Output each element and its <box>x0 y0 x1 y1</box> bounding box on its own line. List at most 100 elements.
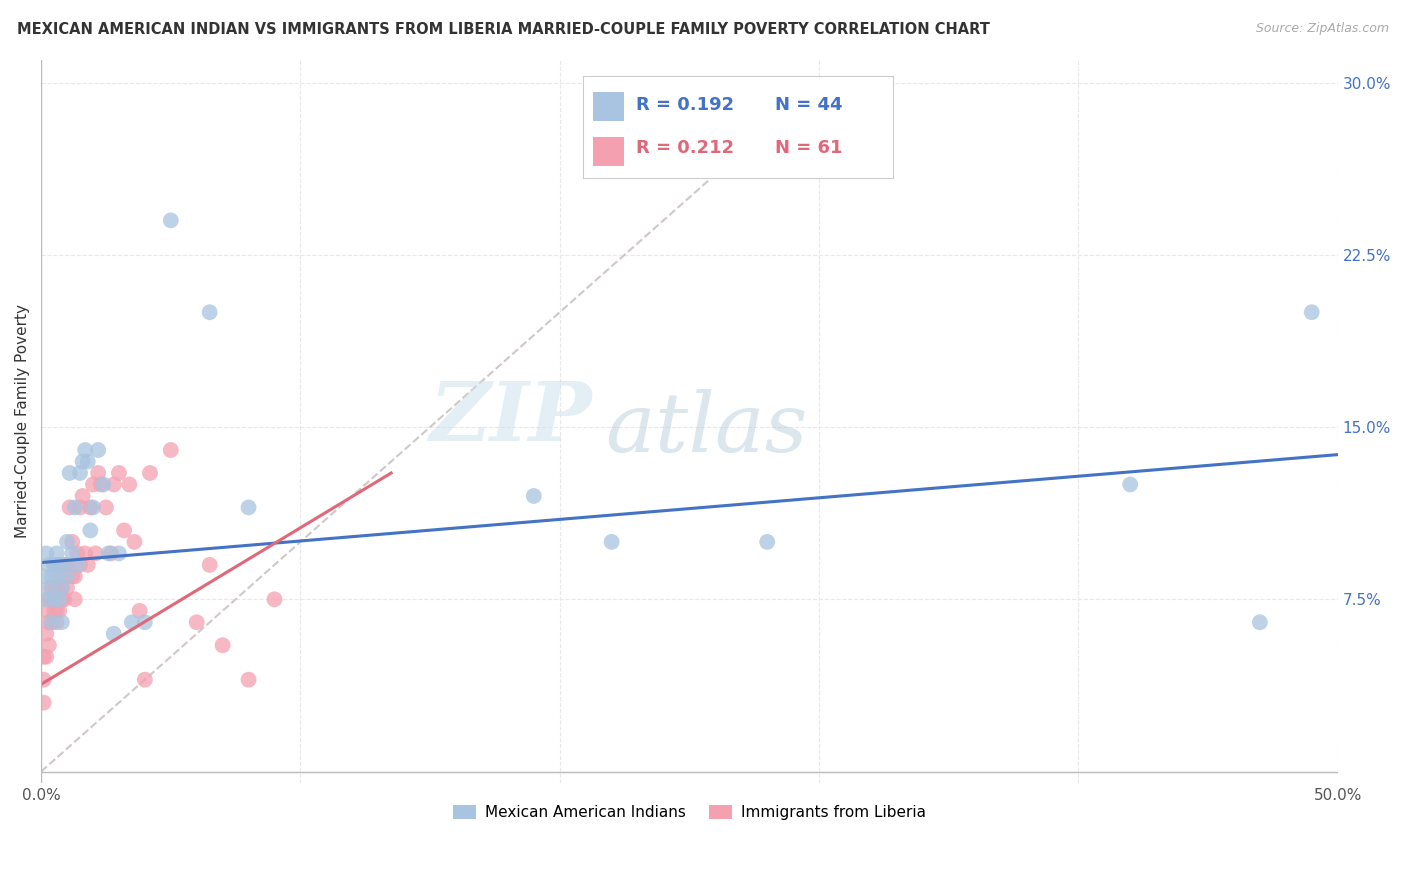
Point <box>35 592 58 607</box>
Point <box>134 615 156 630</box>
Point <box>103 626 125 640</box>
Point <box>48 569 70 583</box>
Point <box>90 477 112 491</box>
Point <box>87 466 110 480</box>
Point <box>69 500 91 515</box>
Point <box>51 615 73 630</box>
Point <box>32 569 55 583</box>
Point <box>94 500 117 515</box>
Point <box>97 546 120 560</box>
Point <box>76 558 98 572</box>
Point <box>32 696 55 710</box>
Point <box>198 558 221 572</box>
Point <box>63 569 86 583</box>
Point <box>100 546 122 560</box>
Point <box>48 604 70 618</box>
Point <box>238 500 260 515</box>
Point <box>38 558 60 572</box>
Point <box>1119 477 1142 491</box>
Point <box>48 558 70 572</box>
Point <box>108 466 131 480</box>
Point <box>756 535 779 549</box>
Point <box>186 615 208 630</box>
Point <box>79 524 101 538</box>
Point <box>51 581 73 595</box>
Point <box>60 546 83 560</box>
Point <box>35 626 58 640</box>
Legend: Mexican American Indians, Immigrants from Liberia: Mexican American Indians, Immigrants fro… <box>447 798 932 826</box>
Text: R = 0.212: R = 0.212 <box>636 138 734 157</box>
Point <box>41 581 63 595</box>
Point <box>51 581 73 595</box>
Point <box>63 592 86 607</box>
Point <box>159 443 181 458</box>
Point <box>41 569 63 583</box>
Point <box>112 524 135 538</box>
Text: N = 44: N = 44 <box>775 95 842 113</box>
Point <box>45 569 67 583</box>
Point <box>38 638 60 652</box>
FancyBboxPatch shape <box>593 92 624 121</box>
Point <box>45 581 67 595</box>
Point <box>128 604 150 618</box>
Point <box>63 500 86 515</box>
Point <box>72 454 94 468</box>
Text: MEXICAN AMERICAN INDIAN VS IMMIGRANTS FROM LIBERIA MARRIED-COUPLE FAMILY POVERTY: MEXICAN AMERICAN INDIAN VS IMMIGRANTS FR… <box>17 22 990 37</box>
Point <box>66 558 89 572</box>
Point <box>42 558 65 572</box>
Point <box>51 592 73 607</box>
Point <box>45 615 67 630</box>
Point <box>238 673 260 687</box>
Point <box>32 649 55 664</box>
Point <box>42 604 65 618</box>
Point <box>35 604 58 618</box>
Point <box>53 558 76 572</box>
Point <box>134 673 156 687</box>
Point <box>32 673 55 687</box>
Point <box>69 558 91 572</box>
Point <box>82 500 104 515</box>
Point <box>41 615 63 630</box>
Point <box>198 305 221 319</box>
Point <box>38 592 60 607</box>
Point <box>48 558 70 572</box>
Point <box>108 546 131 560</box>
Point <box>93 477 115 491</box>
Point <box>56 581 79 595</box>
Point <box>121 615 143 630</box>
Y-axis label: Married-Couple Family Poverty: Married-Couple Family Poverty <box>15 304 30 538</box>
Point <box>69 466 91 480</box>
Point <box>1249 615 1271 630</box>
Point <box>211 638 233 652</box>
Point <box>263 592 285 607</box>
Point <box>41 615 63 630</box>
Point <box>82 477 104 491</box>
Text: Source: ZipAtlas.com: Source: ZipAtlas.com <box>1256 22 1389 36</box>
Point <box>35 546 58 560</box>
Point <box>87 443 110 458</box>
Point <box>523 489 546 503</box>
Point <box>56 569 79 583</box>
Point <box>75 546 97 560</box>
Point <box>48 592 70 607</box>
Point <box>38 581 60 595</box>
Point <box>53 558 76 572</box>
Point <box>79 500 101 515</box>
Point <box>66 546 89 560</box>
Point <box>59 466 82 480</box>
Point <box>600 535 623 549</box>
Text: ZIP: ZIP <box>429 377 592 458</box>
Point <box>59 500 82 515</box>
Text: N = 61: N = 61 <box>775 138 842 157</box>
Point <box>42 558 65 572</box>
Point <box>45 546 67 560</box>
Point <box>730 110 752 124</box>
Point <box>35 649 58 664</box>
Point <box>103 477 125 491</box>
FancyBboxPatch shape <box>593 137 624 166</box>
Point <box>56 535 79 549</box>
Point <box>75 443 97 458</box>
Point <box>1301 305 1323 319</box>
Point <box>60 535 83 549</box>
Point <box>139 466 162 480</box>
